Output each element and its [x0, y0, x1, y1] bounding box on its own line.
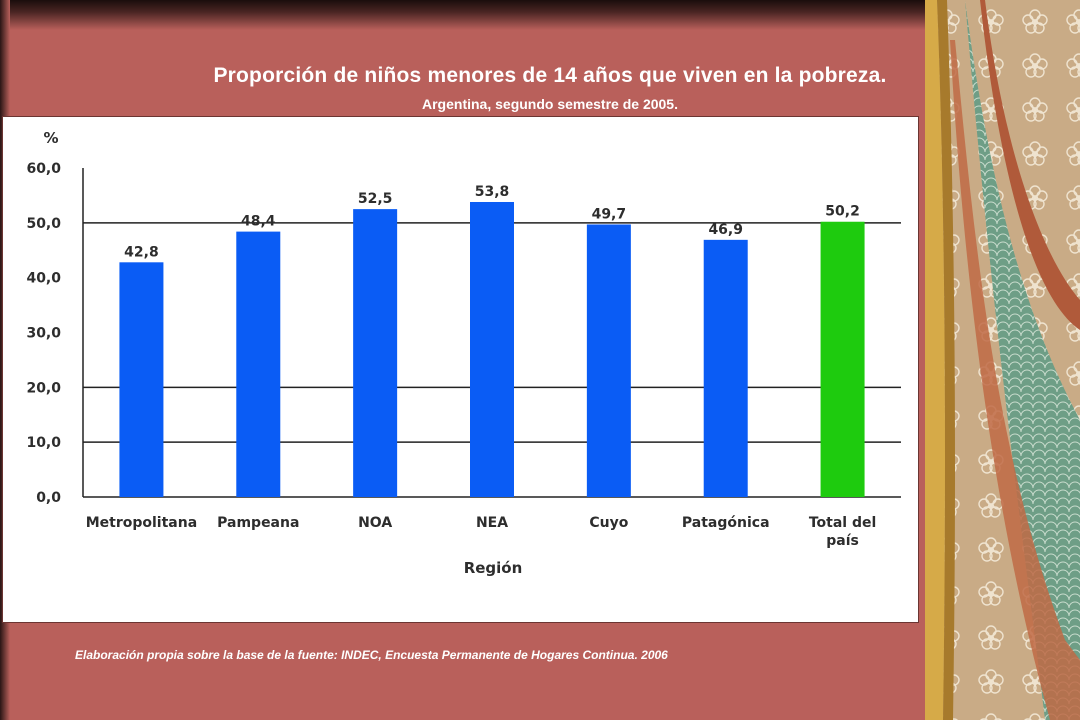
bar-value-label: 53,8 [475, 184, 510, 200]
bar [353, 209, 398, 497]
x-tick-label: NEA [476, 515, 508, 531]
chart-title: Proporción de niños menores de 14 años q… [213, 64, 887, 87]
bar-value-label: 48,4 [241, 214, 276, 230]
bar-value-label: 42,8 [124, 244, 159, 260]
bar-value-label: 50,2 [825, 204, 860, 220]
y-tick-label: 0,0 [36, 490, 61, 506]
bar [703, 239, 748, 497]
y-tick-label: 30,0 [26, 326, 61, 342]
source-note: Elaboración propia sobre la base de la f… [75, 648, 668, 662]
top-shadow [0, 0, 930, 30]
bar [820, 221, 865, 497]
x-tick-label: Cuyo [589, 515, 628, 531]
bar-value-label: 49,7 [592, 206, 627, 222]
y-tick-label: 40,0 [26, 271, 61, 287]
x-tick-label: país [826, 533, 859, 549]
bar-value-label: 52,5 [358, 191, 393, 207]
y-tick-label: 60,0 [26, 161, 61, 177]
chart-subtitle: Argentina, segundo semestre de 2005. [422, 96, 678, 112]
x-tick-label: Total del [809, 515, 876, 531]
x-tick-label: NOA [358, 515, 392, 531]
x-tick-label: Pampeana [217, 515, 299, 531]
bar [236, 231, 281, 497]
bar [119, 262, 164, 497]
y-axis-label: % [43, 129, 58, 147]
y-tick-label: 50,0 [26, 216, 61, 232]
y-tick-label: 20,0 [26, 380, 61, 396]
x-axis-label: Región [464, 559, 523, 577]
bar-value-label: 46,9 [708, 222, 743, 238]
x-tick-label: Metropolitana [86, 515, 197, 531]
x-tick-label: Patagónica [682, 515, 770, 531]
bar [586, 224, 631, 497]
y-tick-label: 10,0 [26, 435, 61, 451]
bar [470, 201, 514, 497]
chart-area: 0,0 10,0 20,0 30,0 40,0 50,0 60,0% 42,8 Metropol… [2, 116, 919, 623]
decorative-floral-panel [925, 0, 1080, 720]
bar-chart: 0,0 10,0 20,0 30,0 40,0 50,0 60,0% 42,8 Metropol… [26, 129, 901, 577]
